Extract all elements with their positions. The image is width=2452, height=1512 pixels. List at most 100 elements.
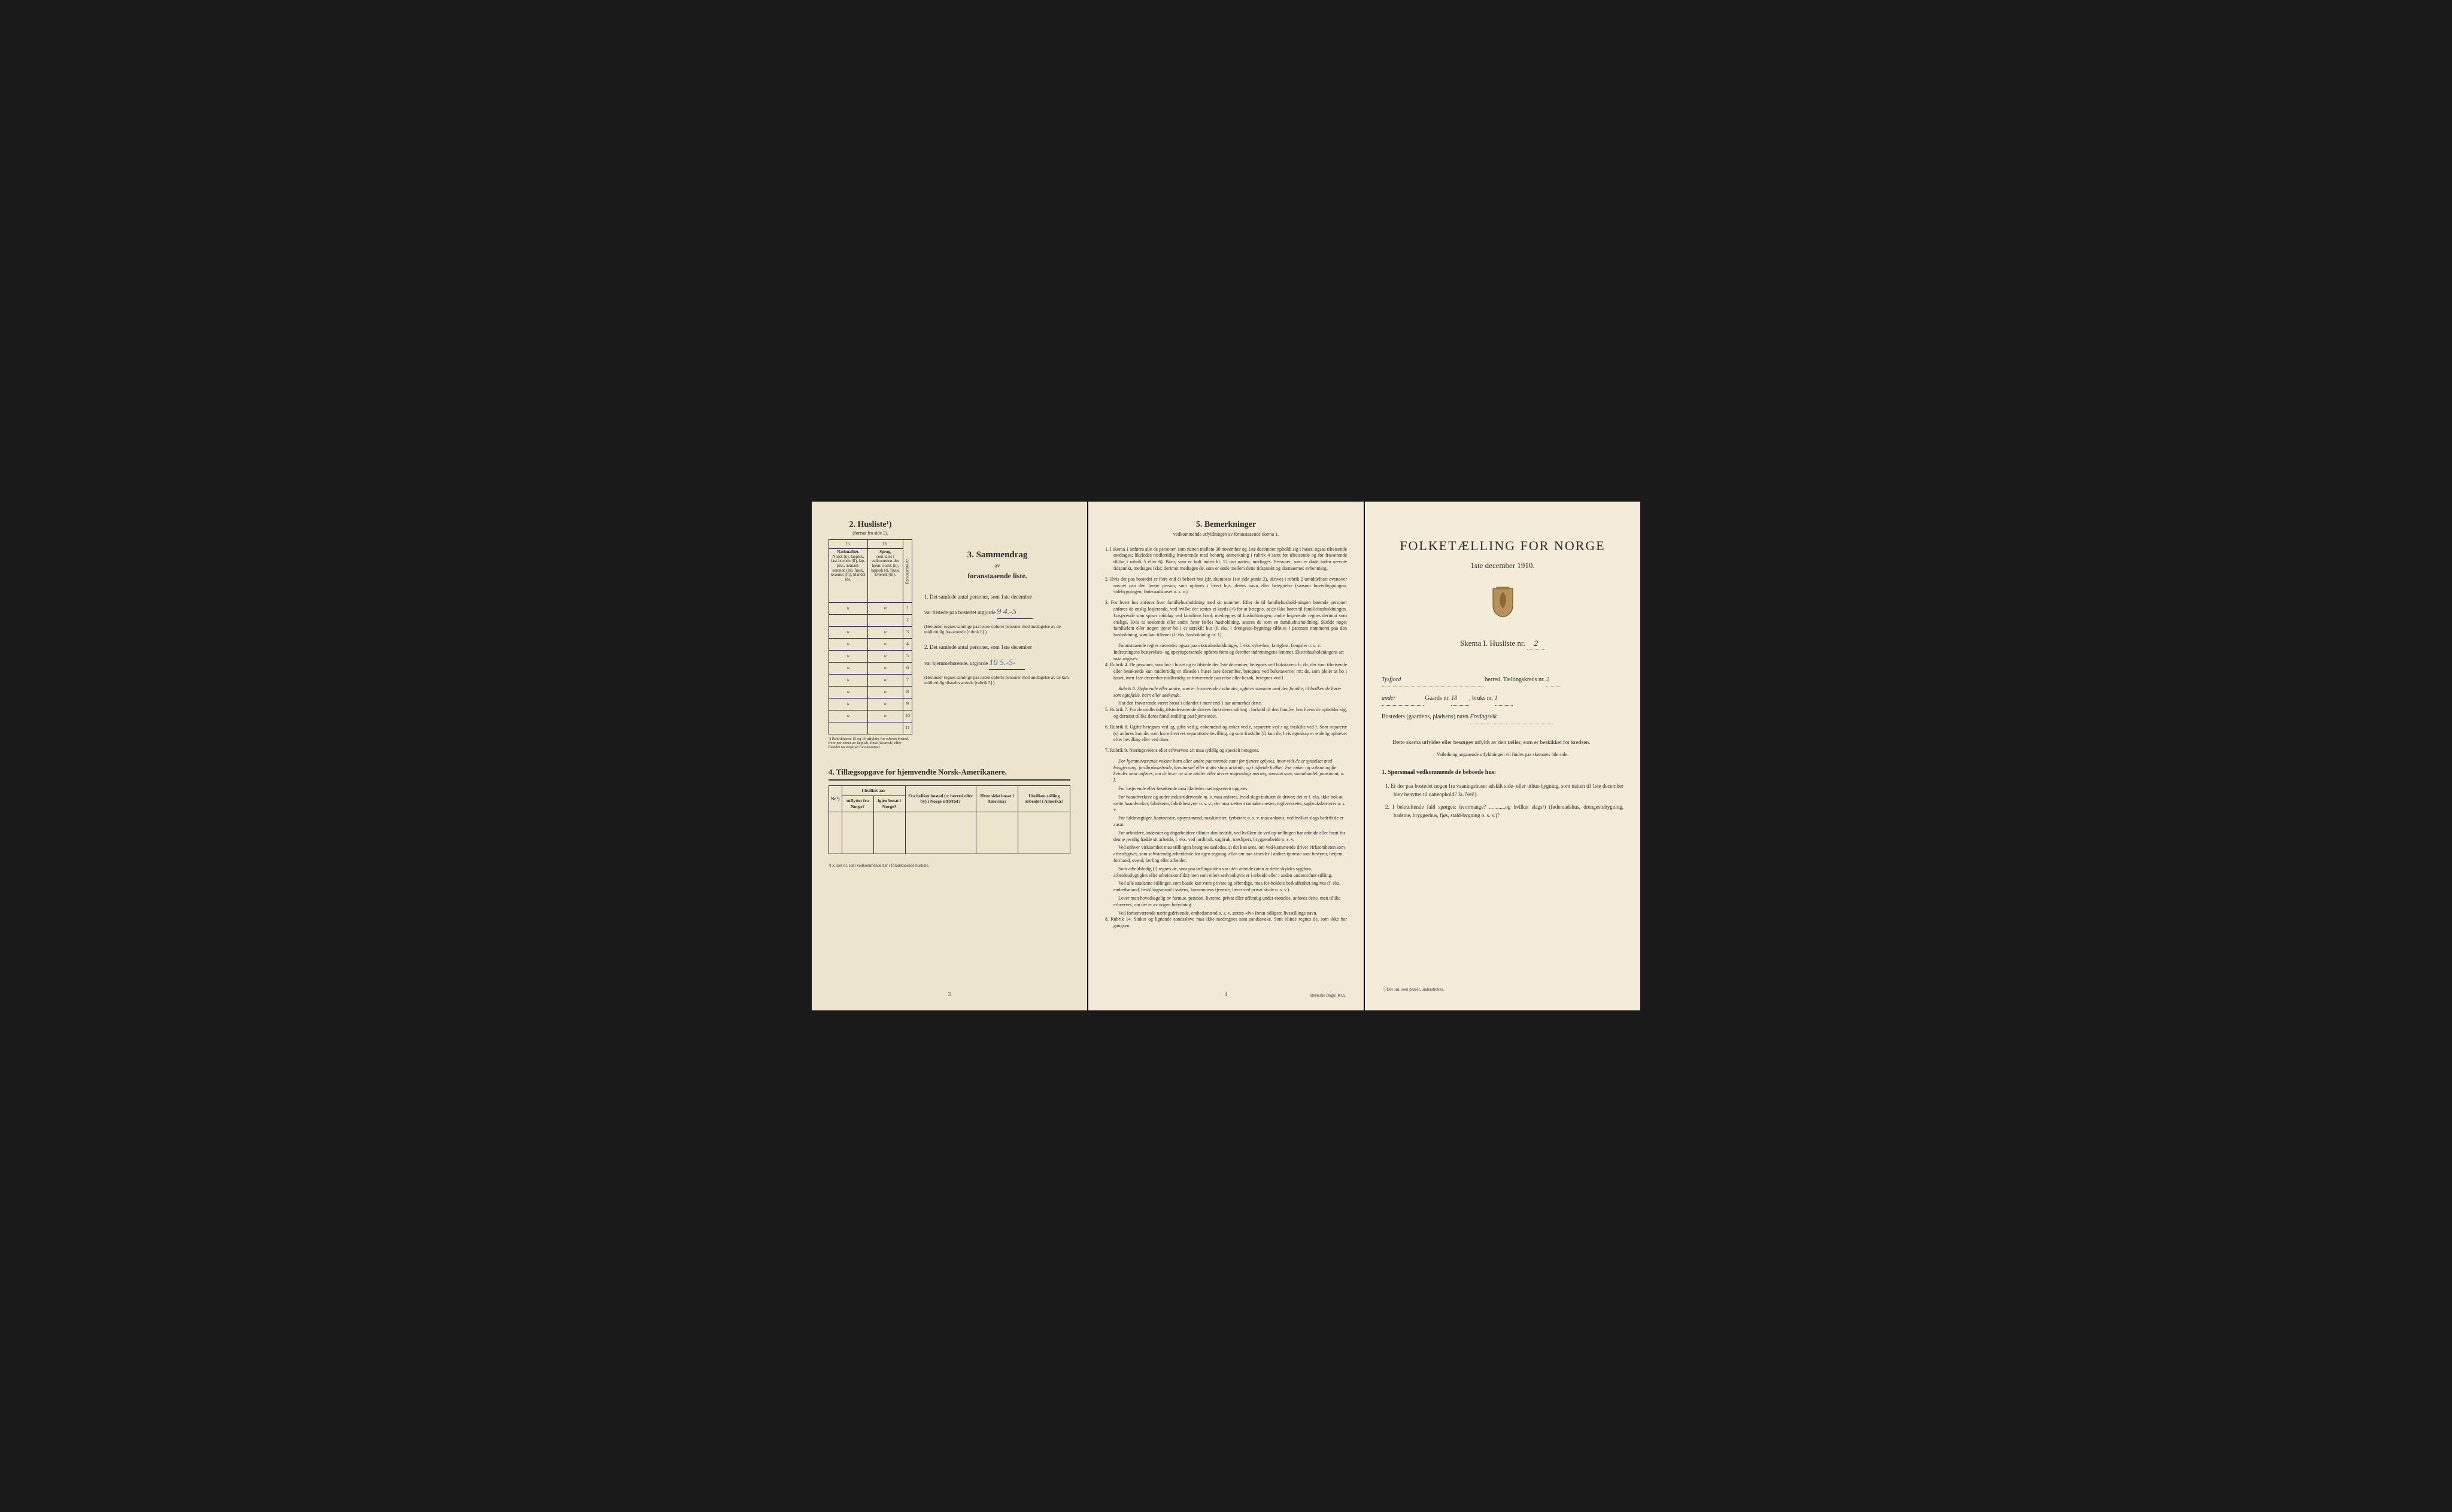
sub-para: Ved enhver virksomhet maa stillingen bet… [1105,845,1347,864]
instruction: Dette skema utfyldes eller besørges utfy… [1382,739,1623,746]
bemerkninger-title: 5. Bemerkninger [1105,520,1347,530]
table-cell: u [829,698,868,710]
question-header: 1. Spørsmaal vedkommende de beboede hus: [1382,769,1623,776]
bemerk-item: 6. Rubrik 8. Ugifte betegnes ved ug, gif… [1105,724,1347,743]
table-cell: 3 [903,626,912,638]
bosted-name: Fredagsvik [1470,711,1553,724]
table-cell: u [829,602,868,614]
section4-title: 4. Tillægsopgave for hjemvendte Norsk-Am… [829,767,1070,781]
sub-para: For fuldmægtiger, kontorister, opsynsmæn… [1105,815,1347,828]
table-cell: 9 [903,698,912,710]
col-15: 15. [829,539,868,548]
table-cell: u [867,686,903,698]
bosted-row: Bostedets (gaardens, pladsens) navn Fred… [1382,711,1623,724]
table-footnote: ¹) Rubrikkerne 15 og 16 utfyldes for eth… [829,737,912,749]
table-cell: 10 [903,710,912,722]
question-2: 2. I bekræftende fald spørges: hvormange… [1382,803,1623,819]
gaards-row: under Gaards nr. 18, bruks nr. 1 [1382,692,1623,706]
table-cell: u [867,602,903,614]
table-cell: u [867,674,903,686]
sub-para: Har den fraværende været bosat i utlande… [1105,700,1347,707]
bruks-label: bruks nr. [1472,695,1493,702]
sub-para: For hjemmeværende voksne børn eller andr… [1105,758,1347,784]
footnote2: ²) ɔ: Det nr. som vedkommende har i fora… [829,863,1070,869]
col-person: Personernes nr. [903,539,912,602]
table-cell: 6 [903,662,912,674]
page-number: 3 [948,991,951,998]
t4-h1a: utflyttet fra Norge? [842,796,873,812]
blank-cell [1018,812,1070,854]
gaards-nr: 18 [1451,692,1469,706]
blank-cell [976,812,1018,854]
table-cell: u [829,638,868,650]
husliste-table: 15. 16. Personernes nr. Nationalitet.Nor… [829,539,912,734]
table-cell [867,614,903,626]
th-nat-detail: Norsk (n), lappisk, fast-boende (lf), la… [831,554,866,582]
sub-para: For arbeidere, inderster og dagarbeidere… [1105,830,1347,843]
bemerk-item: 8. Rubrik 14. Sinker og lignende aandssl… [1105,916,1347,930]
item2b-label: var hjemmehørende, utgjorde [924,660,988,666]
table-cell: 8 [903,686,912,698]
table-cell: u [867,662,903,674]
table-cell [829,614,868,626]
sub-para: Ved forhenværende næringsdrivende, embed… [1105,910,1347,917]
item2-value: 10 5.-5- [989,657,1025,670]
husliste-nr: 2 [1527,639,1545,649]
fill-lines: Tysfjord herred. Tællingskreds nr. 2 und… [1382,673,1623,724]
page-3: FOLKETÆLLING FOR NORGE 1ste december 191… [1365,502,1640,1010]
herred-row: Tysfjord herred. Tællingskreds nr. 2 [1382,673,1623,687]
table-cell: u [867,626,903,638]
table-cell: 7 [903,674,912,686]
bemerk-item: 7. Rubrik 9. Næringsveiens eller erhverv… [1105,748,1347,754]
table-cell: u [829,626,868,638]
herred-label: herred. Tællingskreds nr. [1485,676,1545,683]
sammendrag-av: av [924,563,1070,570]
table-cell: u [829,650,868,662]
table-cell: 1 [903,602,912,614]
sub-para: For losjerende eller besøkende maa likel… [1105,786,1347,793]
sammendrag-title: 3. Sammendrag [924,549,1070,561]
item2-note: (Herunder regnes samtlige paa listen opf… [924,675,1070,685]
main-title: FOLKETÆLLING FOR NORGE [1382,538,1623,555]
table-cell: 4 [903,638,912,650]
table-cell: u [829,674,868,686]
kreds-nr: 2 [1546,673,1561,687]
skema-label: Skema I. Husliste nr. [1460,639,1525,648]
herred-name: Tysfjord [1382,673,1483,687]
item1-text: 1. Det samlede antal personer, som 1ste … [924,593,1070,602]
table-cell: u [867,650,903,662]
blank-cell [842,812,873,854]
gaards-label: Gaards nr. [1425,695,1450,702]
husliste-subtitle: (fortsat fra side 2). [829,530,912,536]
bruks-nr: 1 [1495,692,1513,706]
table-cell [829,722,868,734]
printer-mark: Steen'ske Bogtr. Kr.a. [1309,993,1346,998]
table-cell: 5 [903,650,912,662]
page3-footnote: ¹) Det ord, som passer, understrekes. [1383,987,1444,992]
table-cell: u [867,638,903,650]
bemerk-item: 5. Rubrik 7. For de midlertidig tilstede… [1105,707,1347,720]
date-line: 1ste december 1910. [1382,561,1623,571]
table-cell: u [829,662,868,674]
th-sprog: Sprog,som tales i vedkommen-des hjem: no… [867,548,903,602]
husliste-title: 2. Husliste¹) [829,520,912,530]
question-1: 1. Er der paa bostedet nogen fra vaaning… [1382,782,1623,798]
coat-of-arms-icon [1382,585,1623,621]
page1-right-column: 3. Sammendrag av foranstaaende liste. 1.… [924,520,1070,749]
t4-h1b: igjen bosat i Norge? [873,796,905,812]
item1b-label: var tilstede paa bostedet utgjorde [924,609,996,615]
table-cell: u [829,686,868,698]
table-cell: u [829,710,868,722]
bosted-label: Bostedets (gaardens, pladsens) navn [1382,714,1468,720]
bemerk-item: 4. Rubrik 4. De personer, som bor i huse… [1105,662,1347,681]
page-number: 4 [1225,991,1228,998]
t4-h3: Hvor sidst bosat i Amerika? [976,786,1018,812]
sub-para: For haandverkere og andre industridriven… [1105,794,1347,813]
document-container: 2. Husliste¹) (fortsat fra side 2). 1 5. … [812,502,1640,1010]
table-cell [867,722,903,734]
blank-cell [829,812,842,854]
item1-value: 9 4.-5 [997,606,1033,619]
sub-para: Ved alle saadanne stillinger, som baade … [1105,881,1347,894]
page1-left-column: 2. Husliste¹) (fortsat fra side 2). 15. … [829,520,912,749]
under-field: under [1382,692,1424,706]
